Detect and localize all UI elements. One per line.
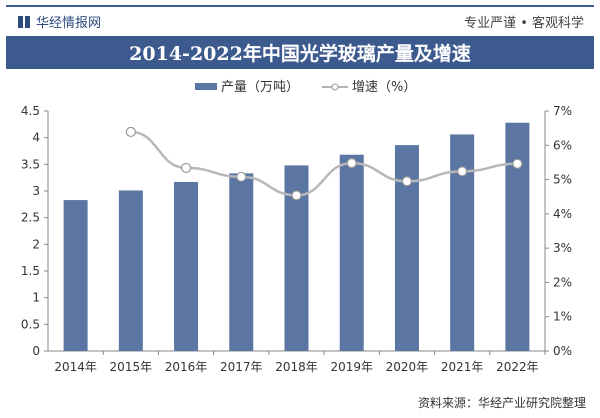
- bar: [63, 200, 88, 351]
- left-tick-label: 1.5: [21, 264, 40, 278]
- source-note: 资料来源：华经产业研究院整理: [417, 396, 586, 410]
- brand: 华经情报网: [18, 12, 101, 31]
- left-tick-label: 1: [32, 291, 40, 305]
- bar: [229, 173, 254, 351]
- slogan: 专业严谨 • 客观科学: [464, 16, 584, 31]
- right-tick-label: 4%: [553, 207, 572, 221]
- brand-logo-icon: [18, 15, 30, 28]
- x-tick-label: 2018年: [275, 360, 318, 374]
- legend-bar-swatch: [195, 83, 217, 90]
- bar: [505, 122, 530, 351]
- growth-point: [180, 162, 192, 174]
- x-tick-label: 2017年: [220, 360, 263, 374]
- left-tick-label: 2.5: [21, 211, 40, 225]
- left-tick-label: 0: [32, 344, 40, 358]
- brand-name: 华经情报网: [36, 16, 102, 31]
- x-tick-label: 2019年: [330, 360, 373, 374]
- growth-point: [125, 126, 136, 138]
- left-tick-label: 3.5: [21, 157, 40, 171]
- x-tick-label: 2015年: [110, 360, 153, 374]
- right-tick-label: 5%: [553, 173, 572, 187]
- bar: [394, 145, 419, 351]
- x-tick-label: 2021年: [441, 360, 484, 374]
- growth-point: [291, 190, 302, 201]
- top-rule: [6, 5, 594, 7]
- left-tick-label: 3: [32, 184, 40, 198]
- bar: [118, 190, 143, 351]
- right-tick-label: 3%: [553, 241, 572, 255]
- legend-bar-label: 产量（万吨）: [221, 80, 299, 95]
- growth-point: [512, 158, 523, 169]
- left-tick-label: 0.5: [21, 317, 40, 331]
- right-tick-label: 1%: [553, 310, 572, 324]
- x-tick-label: 2016年: [165, 360, 208, 374]
- growth-point: [457, 166, 468, 177]
- right-tick-label: 2%: [553, 275, 572, 289]
- right-tick-label: 7%: [553, 104, 572, 118]
- right-tick-label: 0%: [553, 344, 572, 358]
- legend-line-marker: [331, 83, 339, 91]
- bar: [339, 154, 364, 351]
- bar: [174, 181, 199, 351]
- growth-point: [346, 158, 357, 169]
- x-tick-label: 2020年: [386, 360, 429, 374]
- x-tick-label: 2022年: [496, 360, 539, 374]
- right-tick-label: 6%: [553, 138, 572, 152]
- x-tick-label: 2014年: [54, 360, 97, 374]
- growth-point: [236, 171, 247, 182]
- legend-line-label: 增速（%）: [352, 80, 416, 95]
- chart-title: 2014-2022年中国光学玻璃产量及增速: [6, 36, 594, 69]
- left-tick-label: 4.5: [21, 104, 40, 118]
- left-tick-label: 2: [32, 237, 40, 251]
- growth-point: [401, 176, 413, 187]
- left-tick-label: 4: [32, 131, 40, 145]
